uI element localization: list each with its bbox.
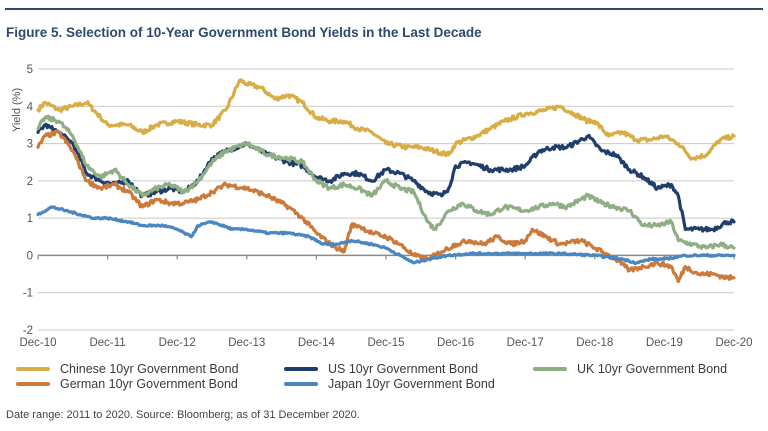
legend-label-us: US 10yr Government Bond <box>328 362 479 376</box>
legend-label-chinese: Chinese 10yr Government Bond <box>60 362 239 376</box>
y-tick-label: 5 <box>27 64 33 76</box>
x-tick-label: Dec-16 <box>437 337 474 349</box>
legend-item-chinese: Chinese 10yr Government Bond <box>16 362 239 376</box>
x-tick-label: Dec-14 <box>298 337 336 349</box>
legend-swatch-us <box>284 367 318 371</box>
y-tick-label: 1 <box>27 213 33 225</box>
legend-label-japan: Japan 10yr Government Bond <box>328 377 495 391</box>
x-tick-label: Dec-11 <box>89 337 125 349</box>
y-tick-label: -1 <box>23 288 33 300</box>
legend-swatch-german <box>16 382 50 386</box>
y-tick-label: 3 <box>27 139 33 151</box>
series-line-japan <box>36 205 736 266</box>
y-tick-labels: 5 4 3 2 1 0 -1 -2 <box>23 64 34 337</box>
x-axis <box>37 254 735 260</box>
figure-title: Figure 5. Selection of 10-Year Governmen… <box>6 25 482 40</box>
source-note: Date range: 2011 to 2020. Source: Bloomb… <box>6 409 360 421</box>
x-tick-label: Dec-20 <box>715 337 752 349</box>
series-line-german <box>36 129 736 284</box>
top-rule <box>5 8 763 10</box>
y-tick-label: 0 <box>27 250 33 262</box>
legend-label-uk: UK 10yr Government Bond <box>577 362 728 376</box>
x-tick-label: Dec-18 <box>576 337 613 349</box>
series-line-us <box>36 122 736 233</box>
legend-item-us: US 10yr Government Bond <box>284 362 478 376</box>
x-tick-labels: Dec-10 Dec-11 Dec-12 Dec-13 Dec-14 Dec-15 Dec-… <box>19 337 752 349</box>
y-axis-label: Yield (%) <box>11 88 23 132</box>
x-tick-label: Dec-10 <box>19 337 56 349</box>
legend-item-japan: Japan 10yr Government Bond <box>284 377 495 391</box>
legend-item-german: German 10yr Government Bond <box>16 377 238 391</box>
y-tick-label: 4 <box>27 101 34 113</box>
legend-swatch-uk <box>533 367 567 371</box>
series-line-uk <box>36 114 736 250</box>
series-line-chinese <box>36 78 736 161</box>
x-tick-label: Dec-12 <box>159 337 196 349</box>
x-tick-label: Dec-13 <box>228 337 265 349</box>
legend-label-german: German 10yr Government Bond <box>60 377 238 391</box>
gridlines <box>38 68 734 331</box>
legend-item-uk: UK 10yr Government Bond <box>533 362 727 376</box>
x-tick-label: Dec-17 <box>507 337 544 349</box>
x-tick-label: Dec-19 <box>646 337 683 349</box>
legend-swatch-chinese <box>16 367 50 371</box>
legend-swatch-japan <box>284 382 318 386</box>
x-tick-label: Dec-15 <box>367 337 404 349</box>
y-tick-label: 2 <box>27 176 33 188</box>
y-tick-label: -2 <box>23 325 33 337</box>
series-lines <box>36 78 736 284</box>
